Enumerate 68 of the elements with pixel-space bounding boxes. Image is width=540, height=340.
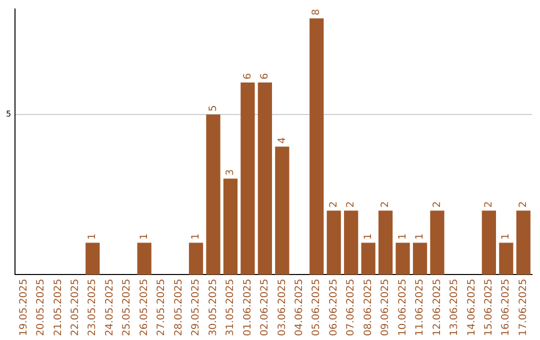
x-tick-label: 26.05.2025 (138, 278, 150, 336)
data-label: 8 (311, 9, 322, 16)
x-tick-label: 23.05.2025 (87, 278, 98, 336)
data-label: 1 (87, 233, 98, 240)
data-label: 1 (500, 233, 512, 240)
x-tick-label: 31.05.2025 (225, 278, 236, 336)
x-tick-label: 22.05.2025 (70, 278, 81, 336)
data-label: 2 (380, 201, 392, 208)
data-label: 2 (346, 201, 357, 208)
data-label: 1 (362, 233, 374, 240)
data-label: 1 (397, 233, 408, 240)
x-tick-label: 06.06.2025 (328, 278, 340, 336)
x-tick-label: 09.06.2025 (380, 278, 392, 336)
data-label: 1 (190, 233, 202, 240)
bar (258, 82, 272, 275)
x-tick-label: 25.05.2025 (122, 278, 133, 336)
bar (430, 210, 444, 275)
x-tick-label: 11.06.2025 (414, 278, 426, 336)
x-tick-label: 05.06.2025 (311, 278, 322, 336)
data-label: 3 (225, 169, 236, 176)
x-tick-label: 29.05.2025 (190, 278, 202, 336)
bar (499, 242, 514, 275)
bar (412, 242, 428, 275)
x-tick-label: 30.05.2025 (208, 278, 219, 336)
data-label: 1 (414, 233, 426, 240)
x-tick-label: 14.06.2025 (466, 278, 478, 336)
x-tick-label: 02.06.2025 (260, 278, 271, 336)
bar (344, 210, 358, 275)
bar (188, 242, 204, 275)
data-label: 6 (242, 73, 254, 80)
x-tick-label: 19.05.2025 (18, 278, 30, 336)
data-label: 2 (518, 201, 529, 208)
x-tick-label: 20.05.2025 (36, 278, 47, 336)
x-tick-label: 16.06.2025 (500, 278, 512, 336)
x-tick-label: 21.05.2025 (52, 278, 64, 336)
x-tick-label: 17.06.2025 (518, 278, 529, 336)
x-tick-label: 15.06.2025 (484, 278, 495, 336)
x-tick-label: 13.06.2025 (449, 278, 460, 336)
bar (326, 210, 341, 275)
x-tick-label: 28.05.2025 (173, 278, 184, 336)
bar (482, 210, 496, 275)
bar (361, 242, 376, 275)
x-tick-label: 08.06.2025 (362, 278, 374, 336)
x-tick-label: 01.06.2025 (242, 278, 254, 336)
x-tick-label: 27.05.2025 (156, 278, 168, 336)
x-tick-label: 24.05.2025 (104, 278, 116, 336)
data-label: 2 (328, 201, 340, 208)
bar (275, 146, 290, 275)
x-tick-label: 07.06.2025 (346, 278, 357, 336)
data-label: 5 (208, 105, 219, 112)
data-label: 2 (484, 201, 495, 208)
data-label: 1 (138, 233, 150, 240)
bar (516, 210, 530, 275)
bar (310, 18, 324, 275)
bar (223, 178, 238, 275)
x-tick-label: 10.06.2025 (397, 278, 408, 336)
bar (396, 242, 410, 275)
data-label: 2 (432, 201, 443, 208)
x-tick-label: 03.06.2025 (276, 278, 288, 336)
data-label: 4 (276, 137, 288, 144)
x-tick-label: 12.06.2025 (432, 278, 443, 336)
data-label: 6 (260, 73, 271, 80)
bar (378, 210, 393, 275)
bar (137, 242, 152, 275)
bar (86, 242, 100, 275)
bar (240, 82, 255, 275)
bar (206, 114, 220, 275)
x-tick-label: 04.06.2025 (294, 278, 305, 336)
